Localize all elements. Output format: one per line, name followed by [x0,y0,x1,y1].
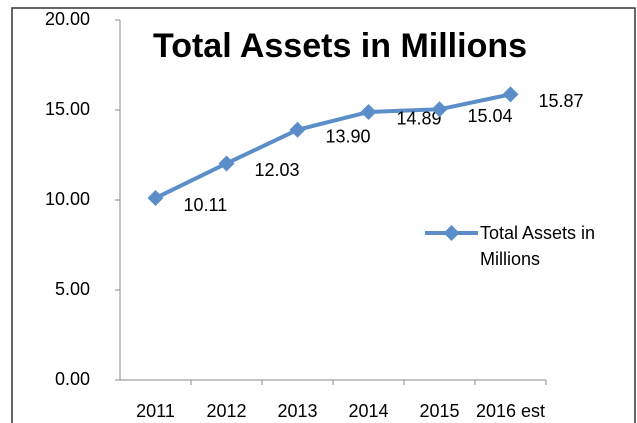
chart-title: Total Assets in Millions [153,27,527,65]
y-tick-label: 20.00 [45,9,90,29]
data-point [218,155,235,172]
series-line [154,92,511,200]
data-point [360,103,377,120]
data-label: 15.87 [539,91,584,111]
data-label: 12.03 [255,160,300,180]
data-label: 13.90 [326,127,371,147]
y-tick-label: 0.00 [55,369,90,389]
chart-border [11,7,636,423]
data-point [431,101,448,118]
data-label: 15.04 [468,106,513,126]
data-point [502,86,519,103]
y-tick-label: 5.00 [55,279,90,299]
data-point [289,121,306,138]
x-tick-label: 2015 [419,401,459,421]
y-tick-label: 10.00 [45,189,90,209]
y-tick-label: 15.00 [45,99,90,119]
x-tick-label: 2011 [136,401,175,421]
x-tick-label: 2016 est [476,401,545,421]
x-tick-label: 2014 [348,401,388,421]
x-tick-label: 2012 [206,401,246,421]
data-label: 14.89 [397,109,442,129]
data-point [147,190,164,207]
x-tick-label: 2013 [277,401,317,421]
data-label: 10.11 [184,195,228,215]
legend-label: Total Assets in Millions [480,223,596,269]
legend-marker [443,225,460,241]
